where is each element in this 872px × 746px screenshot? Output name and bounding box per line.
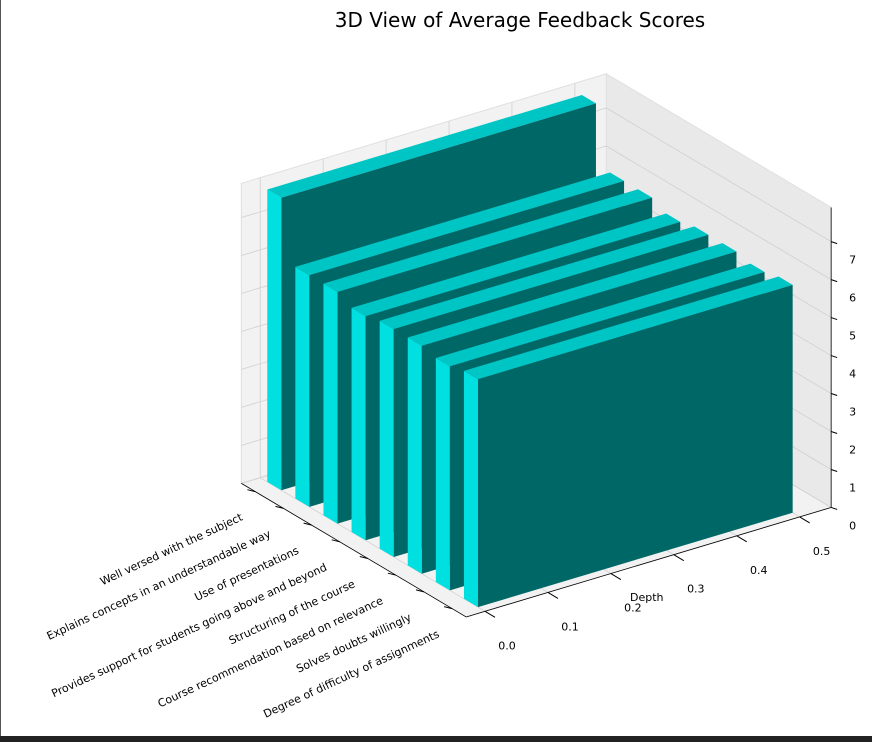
z-tick-label: 3	[849, 406, 856, 419]
y-tick-label: 0.5	[813, 545, 831, 558]
y-tick-label: 0.2	[624, 602, 642, 615]
y-tick-label: 0.0	[498, 639, 516, 652]
y-axis-label: Depth	[630, 591, 664, 604]
z-tick	[830, 506, 838, 510]
bar-top	[407, 243, 737, 346]
x-tick	[275, 505, 284, 509]
z-tick-label: 6	[849, 292, 856, 305]
bar-top	[463, 276, 793, 380]
bar-side	[379, 320, 394, 558]
x-tick	[359, 556, 368, 559]
y-tick	[736, 535, 748, 543]
bar-side	[463, 370, 479, 608]
z-tick	[830, 241, 838, 245]
z-tick	[830, 469, 838, 472]
bar-front	[478, 284, 793, 608]
z-tick-label: 4	[849, 368, 856, 381]
y-tick-label: 0.1	[561, 620, 579, 633]
frame-bottom	[0, 736, 872, 742]
y-tick-label: 0.3	[687, 583, 705, 596]
bar-side	[323, 283, 338, 524]
grid-line	[606, 107, 832, 242]
z-tick	[830, 355, 838, 359]
x-tick	[247, 489, 256, 493]
z-tick-label: 5	[849, 330, 856, 343]
z-tick	[830, 317, 838, 321]
z-tick-label: 1	[849, 481, 856, 494]
bar-side	[295, 266, 310, 507]
z-tick	[830, 393, 838, 397]
y-tick	[799, 516, 810, 524]
x-axis-line	[241, 483, 467, 618]
x-tick	[387, 572, 397, 576]
bar-side	[351, 307, 366, 541]
chart-title: 3D View of Average Feedback Scores	[335, 8, 705, 32]
x-tick	[331, 539, 340, 543]
y-tick	[547, 591, 559, 599]
y-axis-line	[466, 507, 832, 618]
y-tick-label: 0.4	[750, 564, 768, 577]
z-tick	[830, 431, 838, 434]
z-tick	[830, 279, 838, 283]
grid-line	[606, 145, 832, 280]
bar-side	[407, 337, 422, 574]
bar-side	[435, 358, 450, 591]
bar-top	[379, 226, 709, 330]
z-tick-label: 7	[849, 254, 856, 267]
bar-top	[351, 213, 681, 317]
x-tick	[303, 522, 312, 526]
bar-side	[267, 189, 282, 491]
bar-top	[435, 263, 765, 367]
x-tick	[443, 606, 453, 610]
bar-top	[323, 189, 653, 292]
y-tick	[610, 573, 622, 580]
z-tick-label: 0	[849, 519, 856, 532]
z-tick-label: 2	[849, 444, 856, 457]
x-tick	[415, 589, 425, 593]
y-tick	[673, 554, 685, 562]
bar-top	[267, 95, 596, 198]
bar-top	[295, 172, 625, 276]
y-tick	[484, 610, 496, 618]
